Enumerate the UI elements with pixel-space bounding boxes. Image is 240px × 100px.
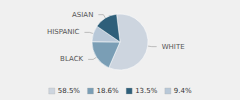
svg-text:WHITE: WHITE [162,43,185,51]
svg-text:13.5%: 13.5% [135,87,158,95]
svg-text:HISPANIC: HISPANIC [47,28,80,36]
svg-text:9.4%: 9.4% [174,87,192,95]
svg-text:18.6%: 18.6% [96,87,119,95]
svg-text:BLACK: BLACK [60,55,83,63]
svg-text:58.5%: 58.5% [58,87,81,95]
svg-text:ASIAN: ASIAN [72,11,93,19]
